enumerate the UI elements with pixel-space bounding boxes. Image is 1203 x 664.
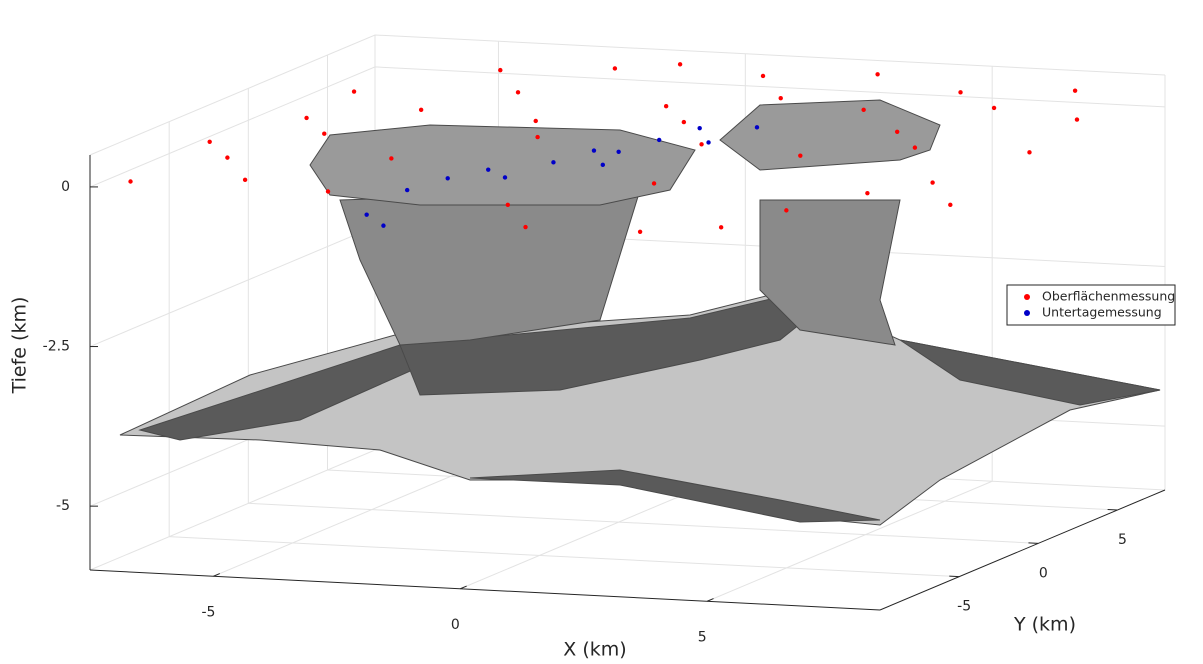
legend-marker [1024, 310, 1030, 316]
point [225, 155, 230, 160]
legend-label: Oberflächenmessung [1042, 289, 1175, 304]
point [861, 107, 866, 113]
point [681, 119, 687, 125]
tick-mark [949, 575, 960, 578]
point [637, 229, 643, 234]
point [798, 153, 803, 158]
point [616, 149, 621, 154]
point [1072, 88, 1078, 93]
point [760, 73, 766, 79]
y-axis-label: Y (km) [1013, 614, 1076, 636]
point [533, 118, 538, 124]
y-tick-label: 5 [1118, 532, 1127, 548]
point [445, 176, 450, 181]
grid-line [168, 121, 960, 578]
legend-label: Untertagemessung [1042, 305, 1162, 320]
point [591, 148, 597, 153]
z-tick-label: -2.5 [43, 339, 70, 355]
point [718, 225, 724, 230]
tick-mark [1028, 542, 1039, 544]
axes-layer: -5 -2.5 0 -5 0 5 -5 0 5 [43, 155, 1166, 645]
point [486, 167, 491, 172]
point [754, 125, 760, 130]
y-tick-label: -5 [957, 599, 971, 615]
point [523, 224, 528, 230]
point [325, 189, 331, 194]
point [948, 202, 953, 208]
y-tick-label: 0 [1039, 565, 1048, 581]
x-tick-label: 0 [451, 617, 460, 633]
grid-line [247, 88, 1039, 544]
point [865, 190, 870, 196]
point [351, 89, 357, 94]
dark-band [138, 339, 481, 441]
z-axis-label: Tiefe (km) [9, 297, 31, 395]
point [418, 107, 424, 113]
legend-box [1006, 284, 1176, 326]
dark-band [469, 469, 881, 523]
grid-line [89, 66, 1166, 188]
point [991, 105, 997, 111]
z-tick-label: 0 [61, 179, 70, 195]
point [404, 187, 410, 193]
point [875, 72, 880, 77]
dark-band [399, 291, 832, 396]
point [535, 134, 540, 140]
point [498, 67, 503, 73]
point [699, 142, 704, 147]
point [515, 90, 521, 95]
point [322, 131, 327, 136]
point [600, 162, 606, 168]
legend-marker [1024, 294, 1030, 300]
surface [119, 99, 1161, 526]
point [778, 95, 783, 101]
z-tick-label: -5 [56, 498, 70, 514]
point [930, 180, 935, 185]
points-layer [128, 62, 1080, 234]
y-axis [879, 489, 1166, 611]
point [381, 223, 386, 228]
point [958, 90, 963, 95]
point [551, 160, 556, 165]
point [505, 202, 511, 208]
point [784, 208, 789, 213]
pillar [759, 199, 901, 346]
x-axis [89, 569, 881, 611]
x-tick-label: 5 [698, 629, 707, 645]
cap [309, 124, 696, 206]
point [1074, 117, 1080, 122]
tick-mark [706, 598, 714, 602]
x-tick-label: -5 [201, 604, 215, 620]
x-axis-label: X (km) [563, 639, 626, 661]
tick-mark [460, 585, 467, 590]
point [656, 137, 662, 143]
point [663, 104, 669, 109]
point [128, 179, 133, 184]
grid-layer [89, 34, 1166, 602]
point [651, 181, 657, 186]
point [697, 125, 702, 131]
cap [719, 99, 941, 171]
point [502, 175, 508, 180]
tick-mark [213, 573, 220, 577]
point [304, 115, 309, 121]
point [207, 139, 212, 144]
grid-line [706, 66, 993, 602]
point [894, 129, 900, 134]
point [364, 212, 369, 217]
point [677, 62, 683, 67]
tick-mark [1107, 509, 1118, 511]
point [612, 66, 618, 71]
point [912, 145, 918, 150]
point [242, 177, 248, 183]
point [706, 140, 711, 145]
point [389, 156, 394, 161]
point [1027, 150, 1032, 155]
dark-band [899, 339, 1161, 406]
